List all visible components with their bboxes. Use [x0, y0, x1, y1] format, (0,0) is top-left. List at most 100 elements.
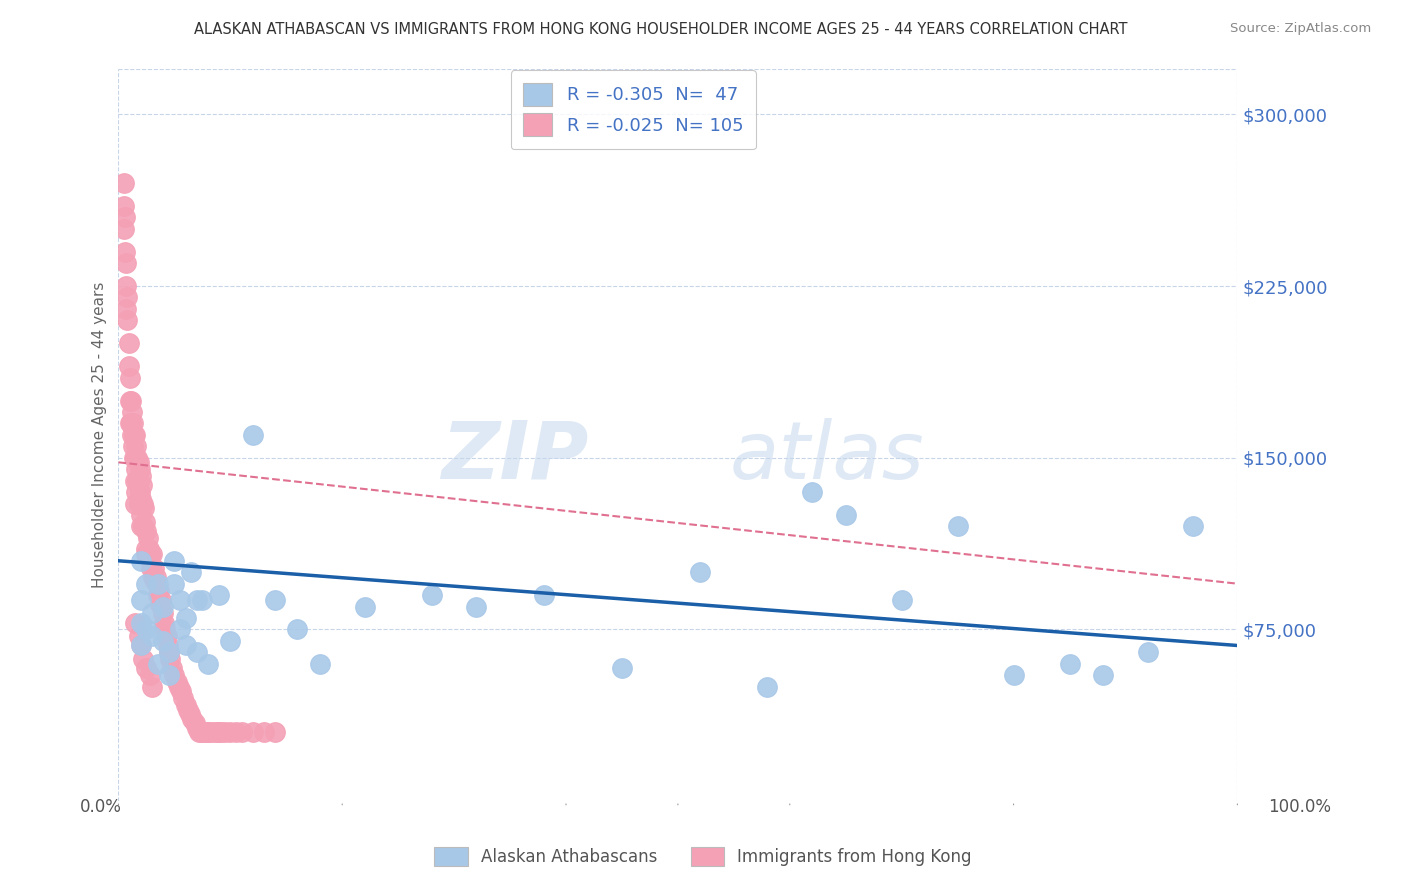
Point — [141, 547, 163, 561]
Text: atlas: atlas — [730, 417, 924, 496]
Point — [141, 680, 163, 694]
Point — [191, 592, 214, 607]
Point — [138, 542, 160, 557]
Point — [890, 592, 912, 607]
Point — [465, 599, 488, 614]
Point — [188, 725, 211, 739]
Point — [112, 221, 135, 235]
Point — [139, 668, 162, 682]
Point — [159, 652, 181, 666]
Point — [114, 211, 136, 225]
Point — [118, 417, 141, 431]
Point — [122, 428, 145, 442]
Point — [197, 657, 219, 671]
Point — [129, 639, 152, 653]
Point — [193, 725, 215, 739]
Point — [253, 725, 276, 739]
Point — [117, 336, 139, 351]
Point — [163, 576, 186, 591]
Point — [756, 680, 779, 694]
Point — [146, 588, 169, 602]
Point — [219, 634, 242, 648]
Point — [148, 583, 170, 598]
Point — [181, 712, 204, 726]
Point — [139, 547, 162, 561]
Text: ALASKAN ATHABASCAN VS IMMIGRANTS FROM HONG KONG HOUSEHOLDER INCOME AGES 25 - 44 : ALASKAN ATHABASCAN VS IMMIGRANTS FROM HO… — [194, 22, 1128, 37]
Point — [610, 661, 633, 675]
Point — [127, 474, 149, 488]
Point — [155, 629, 177, 643]
Point — [214, 725, 236, 739]
Point — [120, 417, 142, 431]
Point — [180, 566, 202, 580]
Point — [149, 592, 172, 607]
Point — [163, 668, 186, 682]
Point — [114, 244, 136, 259]
Point — [146, 657, 169, 671]
Point — [197, 725, 219, 739]
Point — [135, 547, 157, 561]
Point — [174, 611, 197, 625]
Point — [190, 725, 212, 739]
Point — [135, 542, 157, 557]
Point — [120, 393, 142, 408]
Point — [157, 668, 180, 682]
Point — [194, 725, 217, 739]
Point — [112, 199, 135, 213]
Point — [141, 629, 163, 643]
Point — [117, 359, 139, 373]
Point — [153, 615, 176, 630]
Text: 0.0%: 0.0% — [80, 797, 122, 815]
Point — [118, 370, 141, 384]
Point — [132, 497, 155, 511]
Point — [136, 531, 159, 545]
Point — [225, 725, 247, 739]
Point — [1136, 645, 1159, 659]
Point — [134, 501, 156, 516]
Point — [174, 698, 197, 712]
Point — [135, 524, 157, 538]
Point — [155, 623, 177, 637]
Point — [135, 623, 157, 637]
Point — [128, 455, 150, 469]
Point — [132, 652, 155, 666]
Legend: Alaskan Athabascans, Immigrants from Hong Kong: Alaskan Athabascans, Immigrants from Hon… — [426, 838, 980, 875]
Point — [124, 474, 146, 488]
Point — [112, 176, 135, 190]
Point — [149, 597, 172, 611]
Point — [186, 721, 208, 735]
Point — [142, 570, 165, 584]
Point — [127, 450, 149, 465]
Point — [689, 566, 711, 580]
Point — [219, 725, 242, 739]
Point — [1059, 657, 1081, 671]
Point — [420, 588, 443, 602]
Point — [128, 497, 150, 511]
Point — [131, 478, 153, 492]
Point — [141, 607, 163, 621]
Point — [128, 485, 150, 500]
Point — [308, 657, 330, 671]
Point — [122, 417, 145, 431]
Point — [124, 428, 146, 442]
Point — [128, 462, 150, 476]
Point — [135, 661, 157, 675]
Point — [205, 725, 228, 739]
Point — [117, 313, 139, 327]
Point — [264, 725, 287, 739]
Point — [124, 450, 146, 465]
Point — [129, 554, 152, 568]
Point — [208, 725, 231, 739]
Point — [132, 519, 155, 533]
Point — [115, 279, 138, 293]
Point — [209, 725, 232, 739]
Point — [129, 519, 152, 533]
Point — [801, 485, 824, 500]
Point — [169, 592, 191, 607]
Point — [946, 519, 969, 533]
Point — [179, 707, 201, 722]
Point — [152, 607, 174, 621]
Point — [115, 301, 138, 316]
Point — [172, 691, 194, 706]
Point — [287, 623, 309, 637]
